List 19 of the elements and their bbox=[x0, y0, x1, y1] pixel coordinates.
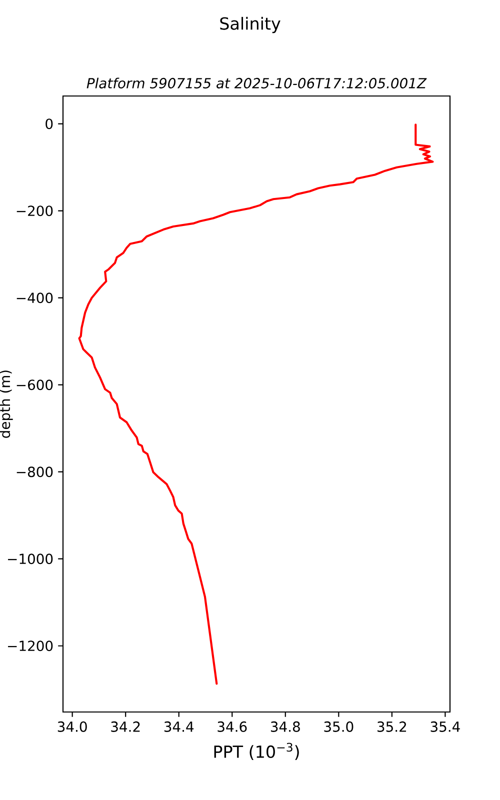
x-tick-label: 34.0 bbox=[58, 721, 87, 732]
chart-title: Salinity bbox=[220, 16, 280, 34]
x-tick-label: 35.2 bbox=[378, 721, 406, 732]
y-tick-label: 0 bbox=[46, 118, 53, 130]
x-tick-label: 34.8 bbox=[270, 721, 300, 732]
chart-subtitle: Platform 5907155 at 2025-10-06T17:12:05.001Z bbox=[86, 78, 427, 88]
x-tick-label: 34.4 bbox=[164, 721, 194, 732]
x-tick-label: 35.4 bbox=[430, 721, 460, 732]
x-tick-label: 35.0 bbox=[324, 721, 354, 732]
x-tick-label: 34.2 bbox=[111, 721, 140, 732]
line-series bbox=[78, 124, 434, 685]
y-tick-label: −800 bbox=[16, 466, 53, 478]
y-tick-label: −200 bbox=[16, 206, 53, 216]
x-axis-title: PPT (10$^{−3}$) bbox=[214, 742, 299, 760]
x-tick-label: 34.6 bbox=[218, 721, 247, 732]
y-tick-label: −600 bbox=[16, 380, 53, 390]
y-tick-label: −1000 bbox=[8, 554, 53, 564]
y-tick-label: −1200 bbox=[8, 640, 53, 652]
y-tick-label: −400 bbox=[16, 292, 53, 304]
